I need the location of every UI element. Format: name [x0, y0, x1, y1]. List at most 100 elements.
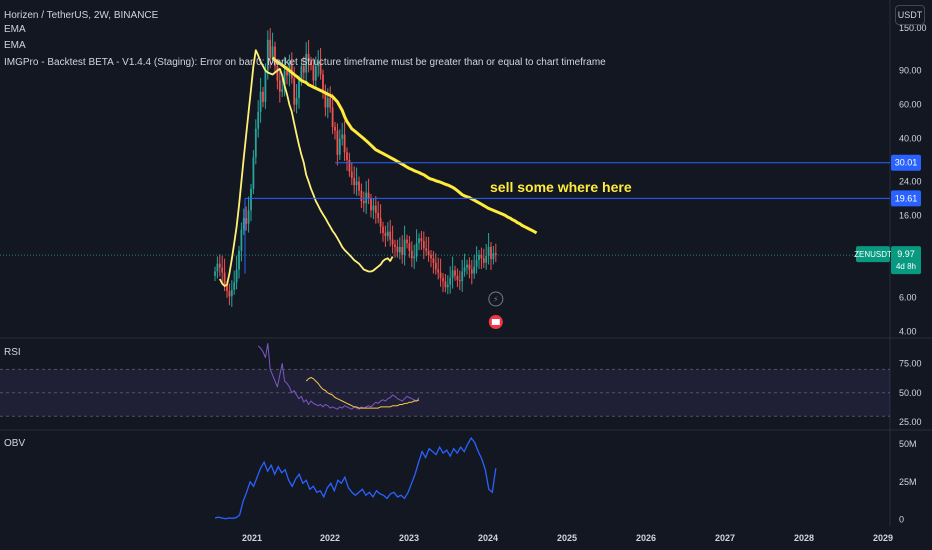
lightning-icon: [488, 291, 504, 307]
candle-body: [218, 263, 221, 268]
obv-line: [214, 436, 497, 520]
lightning-icon-glyph: ⚡: [493, 295, 499, 304]
x-tick-label: 2027: [715, 533, 735, 543]
currency-button[interactable]: USDT: [895, 5, 925, 25]
candle-body: [290, 61, 293, 79]
grid: [0, 0, 932, 526]
candle-body: [216, 263, 219, 272]
candle-body: [319, 61, 322, 75]
candle-body: [410, 250, 413, 259]
candle-body: [230, 289, 233, 297]
candle-body: [259, 91, 262, 112]
indicator-legend[interactable]: IMGPro - Backtest BETA - V1.4.4 (Staging…: [4, 57, 606, 68]
candle-body: [374, 205, 377, 213]
price-tick-label: 90.00: [899, 66, 922, 76]
overlay: sell some where here ⚡: [488, 179, 632, 329]
ema-slow-line: [271, 56, 538, 235]
ticker-badge-text: ZENUSDT: [854, 250, 892, 259]
x-tick-label: 2023: [399, 533, 419, 543]
candle-body: [288, 61, 291, 76]
candle-body: [480, 254, 483, 259]
candle-body: [264, 70, 267, 102]
obv-pane[interactable]: [214, 436, 497, 520]
candle-body: [358, 181, 360, 191]
candle-body: [394, 244, 396, 247]
candle-body: [293, 78, 296, 105]
level-lower-badge: [891, 190, 921, 207]
candle-body: [221, 267, 224, 273]
candle-body: [295, 97, 298, 105]
symbol-title: Horizen / TetherUS, 2W, BINANCE: [4, 10, 159, 21]
candle-body: [382, 226, 384, 233]
candle-body: [468, 264, 471, 270]
candle-body: [242, 218, 245, 230]
candle-body: [446, 284, 449, 288]
price-tick-label: 150.00: [899, 23, 927, 33]
candle-body: [461, 271, 464, 282]
x-tick-label: 2028: [794, 533, 814, 543]
candle-body: [398, 246, 401, 253]
ticker-badge: [856, 246, 890, 263]
candle-body: [317, 61, 320, 67]
candle-body: [266, 39, 269, 71]
candle-body: [250, 188, 252, 211]
price-tick-label: 16.00: [899, 210, 922, 220]
flag-icon-inner: [491, 319, 500, 325]
price-axis[interactable]: 150.00 90.00 60.00 40.00 24.00 16.00 6.00 4.00 3…: [854, 23, 926, 525]
time-axis[interactable]: 2021 2022 2023 2024 2025 2026 2027 2028 2029: [242, 533, 893, 543]
countdown-text: 4d 8h: [896, 262, 916, 271]
candle-body: [473, 266, 476, 274]
candle-body: [245, 218, 248, 224]
candle-body: [449, 277, 452, 285]
candle-body: [305, 53, 308, 73]
candle-body: [442, 277, 444, 282]
candle-body: [346, 152, 348, 161]
candle-body: [257, 111, 260, 129]
candle-body: [470, 269, 473, 274]
candle-body: [274, 46, 276, 67]
candle-body: [338, 138, 341, 155]
candle-body: [485, 255, 488, 263]
candle-body: [228, 290, 231, 297]
x-tick-label: 2026: [636, 533, 656, 543]
candle-body: [286, 70, 288, 76]
candle-body: [214, 271, 216, 276]
candle-body: [348, 160, 351, 172]
price-tick-label: 6.00: [899, 293, 917, 303]
candle-body: [341, 134, 344, 139]
candle-body: [324, 91, 327, 108]
candle-body: [401, 246, 404, 255]
candle-body: [334, 126, 336, 131]
candle-body: [403, 239, 406, 255]
candle-body: [466, 264, 468, 268]
ema-fast-legend[interactable]: EMA: [4, 24, 26, 35]
rsi-pane[interactable]: [0, 343, 890, 417]
candle-body: [367, 192, 370, 199]
candle-body: [300, 66, 303, 81]
candle-body: [269, 39, 272, 58]
candle-body: [370, 198, 372, 211]
level-upper-badge-text: 30.01: [895, 158, 918, 168]
candle-body: [331, 107, 334, 127]
candle-body: [278, 80, 281, 92]
last-price-text: 9.97: [897, 249, 915, 259]
candle-body: [420, 238, 423, 241]
ema-slow-legend[interactable]: EMA: [4, 40, 26, 51]
candle-body: [482, 258, 485, 263]
candle-body: [437, 269, 440, 273]
price-tick-label: 24.00: [899, 176, 922, 186]
candle-body: [478, 254, 480, 261]
rsi-tick-label: 25.00: [899, 417, 922, 427]
candle-body: [406, 239, 408, 244]
candle-body: [432, 258, 435, 263]
x-tick-label: 2029: [873, 533, 893, 543]
candle-body: [408, 243, 411, 251]
price-pane[interactable]: [0, 28, 890, 308]
candle-body: [223, 272, 226, 286]
candle-body: [451, 270, 454, 278]
candle-body: [271, 46, 274, 58]
price-tick-label: 4.00: [899, 327, 917, 337]
candle-body: [434, 262, 437, 270]
